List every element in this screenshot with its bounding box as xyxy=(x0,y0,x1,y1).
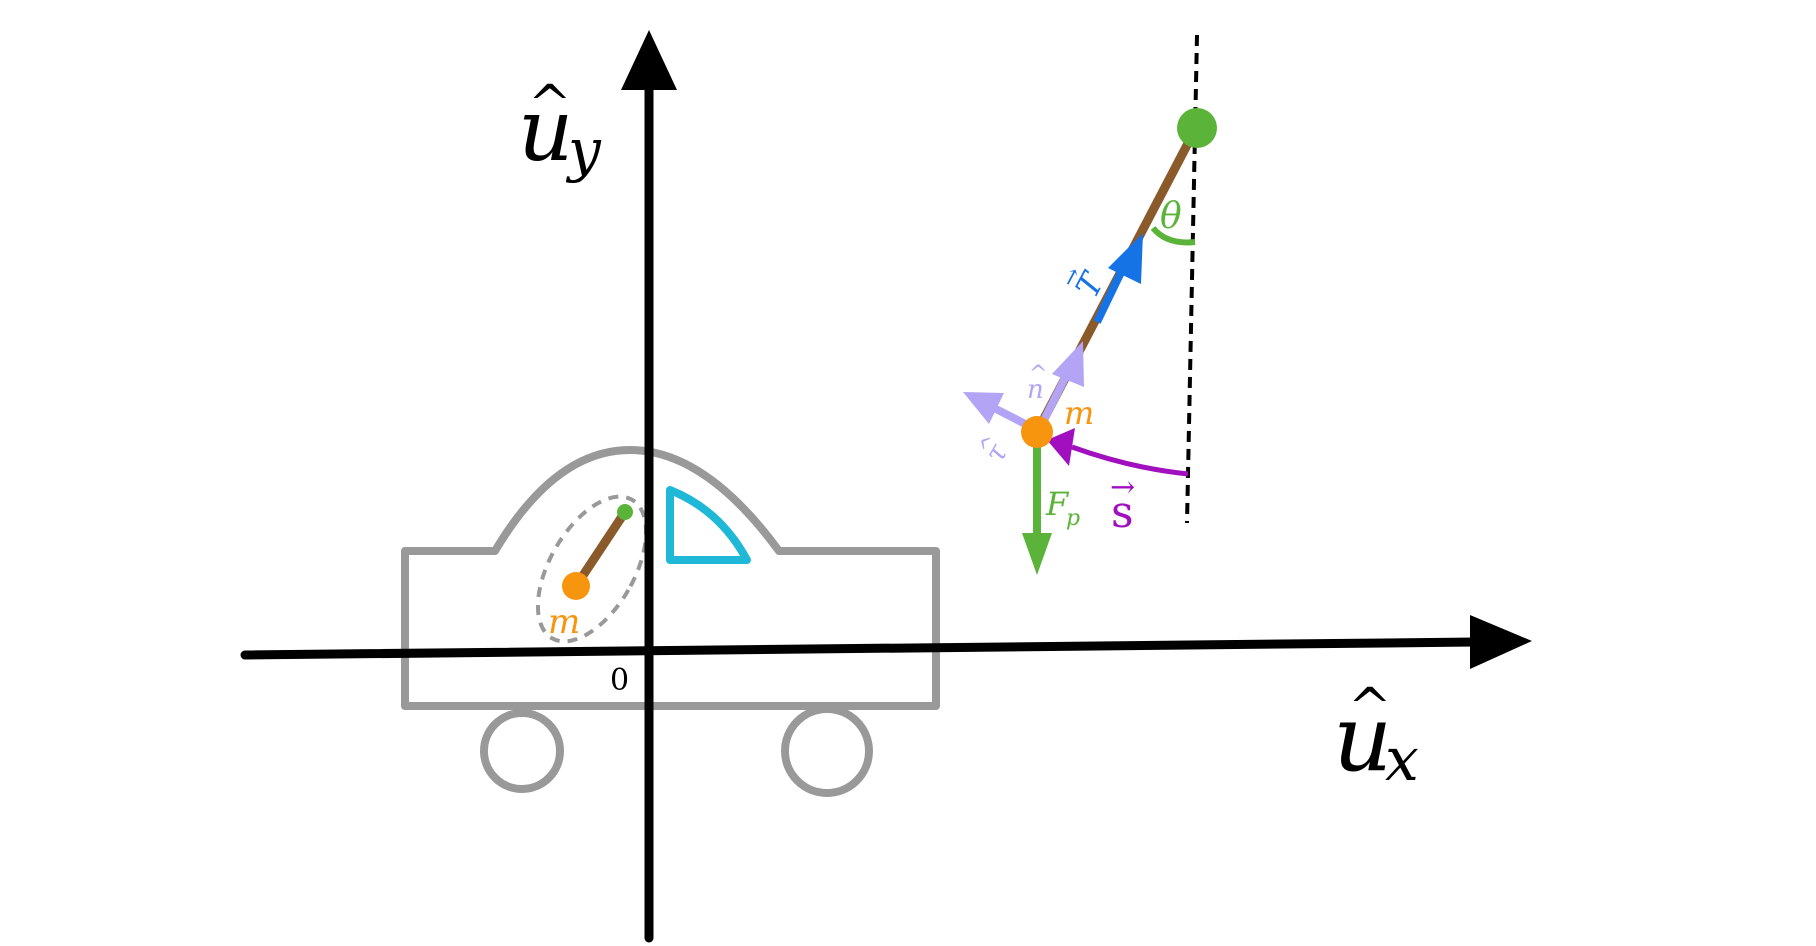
arc-s-arrow-glyph: → xyxy=(1110,470,1135,505)
weight-label: F xyxy=(1045,485,1070,523)
x-axis-hat: ^ xyxy=(1348,678,1392,738)
car-pendulum-rod xyxy=(571,507,630,591)
tension-vector-shaft xyxy=(1093,264,1128,324)
origin-label: 0 xyxy=(610,663,629,698)
pendulum-mass-label: m xyxy=(1064,394,1094,432)
pendulum: θ → T ^ n ^ τ → s F p m xyxy=(963,34,1217,575)
y-axis-arrowhead xyxy=(621,30,677,90)
normal-vector-arrowhead xyxy=(1052,341,1084,387)
arc-s-label: s xyxy=(1111,487,1134,538)
weight-vector-arrowhead xyxy=(1022,533,1052,575)
car-rear-wheel xyxy=(480,709,564,793)
y-axis-hat: ^ xyxy=(528,75,572,135)
x-axis-subscript: x xyxy=(1385,725,1419,795)
axes: ^ u y ^ u x 0 xyxy=(240,30,1532,943)
tension-vector-arrowhead xyxy=(1108,233,1143,284)
arc-s-path xyxy=(1071,444,1189,477)
pendulum-mass xyxy=(1021,416,1053,448)
x-axis xyxy=(240,637,1480,660)
tangent-vector-arrowhead xyxy=(963,392,1004,424)
x-axis-arrowhead xyxy=(1470,615,1532,669)
car-window xyxy=(666,486,751,564)
car-pendulum-outline xyxy=(535,494,649,644)
x-axis-label: u xyxy=(1333,685,1392,792)
normal-vector-shaft xyxy=(1037,370,1072,428)
angle-label: θ xyxy=(1160,196,1182,237)
car-pendulum-mass xyxy=(562,572,590,600)
normal-label: n xyxy=(1027,375,1044,405)
arc-s-arrowhead xyxy=(1047,428,1075,466)
y-axis-subscript: y xyxy=(565,116,602,184)
angle-arc xyxy=(1150,225,1196,246)
weight-subscript: p xyxy=(1066,506,1080,531)
car-mass-label: m xyxy=(548,602,580,642)
normal-hat: ^ xyxy=(1029,362,1047,387)
car: m xyxy=(401,446,940,797)
y-axis-label: u xyxy=(518,81,573,181)
car-pendulum-pivot xyxy=(617,504,633,520)
pendulum-pivot xyxy=(1177,108,1217,148)
car-body xyxy=(401,446,940,710)
car-front-wheel xyxy=(781,705,873,797)
